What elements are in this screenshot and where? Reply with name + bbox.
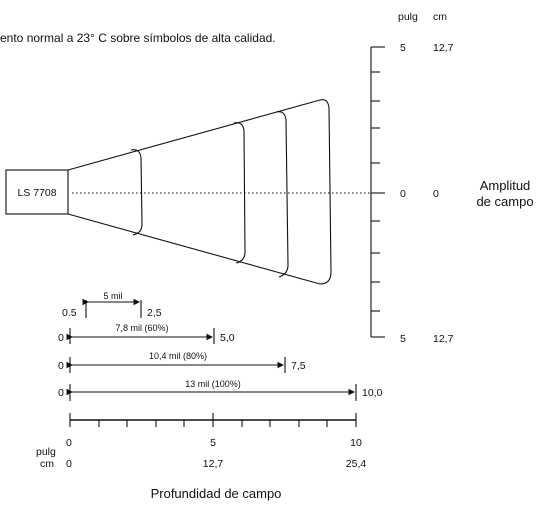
range-label-7-8mil: 7,8 mil (60%) [115,323,168,333]
depth-axis-label: Profundidad de campo [151,486,282,501]
depth-axis [69,413,357,427]
width-mid-in: 0 [400,188,406,200]
caption-text: ento normal a 23° C sobre símbolos de al… [0,31,276,45]
range-bar-5mil [82,298,142,318]
width-bottom-cm: 12,7 [433,333,454,345]
range-start-7-8mil: 0 [58,332,64,344]
depth-unit-cm: cm [40,458,54,470]
scanner-box [5,169,69,215]
range-label-13mil: 13 mil (100%) [185,379,241,389]
width-label-line1: Amplitud [480,178,531,193]
depth-tick-in-0: 0 [66,437,72,449]
range-start-13mil: 0 [58,387,64,399]
width-axis [370,46,385,338]
range-bar-7-8mil [66,328,215,344]
width-bottom-in: 5 [400,333,406,345]
decode-zone-60 [233,122,246,264]
width-mid-cm: 0 [433,188,439,200]
width-top-in: 5 [400,42,406,54]
depth-tick-cm-10: 25,4 [346,458,367,470]
decode-zone-5mil [130,149,143,236]
depth-unit-in: pulg [36,446,56,458]
range-bar-13mil [66,384,357,401]
width-unit-in: pulg [398,11,418,23]
range-end-7-8mil: 5,0 [220,332,235,344]
scanner-label: LS 7708 [17,187,56,199]
scan-beam [67,99,370,285]
depth-tick-cm-0: 0 [66,458,72,470]
range-end-5mil: 2,5 [147,307,162,319]
range-start-5mil: 0.5 [62,307,77,319]
range-label-10-4mil: 10,4 mil (80%) [149,351,207,361]
range-label-5mil: 5 mil [103,291,122,301]
depth-tick-cm-5: 12,7 [203,458,224,470]
depth-tick-in-5: 5 [210,437,216,449]
range-bar-10-4mil [66,357,286,373]
width-top-cm: 12,7 [433,42,454,54]
width-unit-cm: cm [433,11,447,23]
range-start-10-4mil: 0 [58,360,64,372]
range-end-10-4mil: 7,5 [291,360,306,372]
width-label-line2: de campo [476,194,533,209]
range-end-13mil: 10,0 [362,387,383,399]
decode-zone-80 [275,111,289,278]
depth-tick-in-10: 10 [350,437,362,449]
decode-zone-100 [319,99,332,285]
